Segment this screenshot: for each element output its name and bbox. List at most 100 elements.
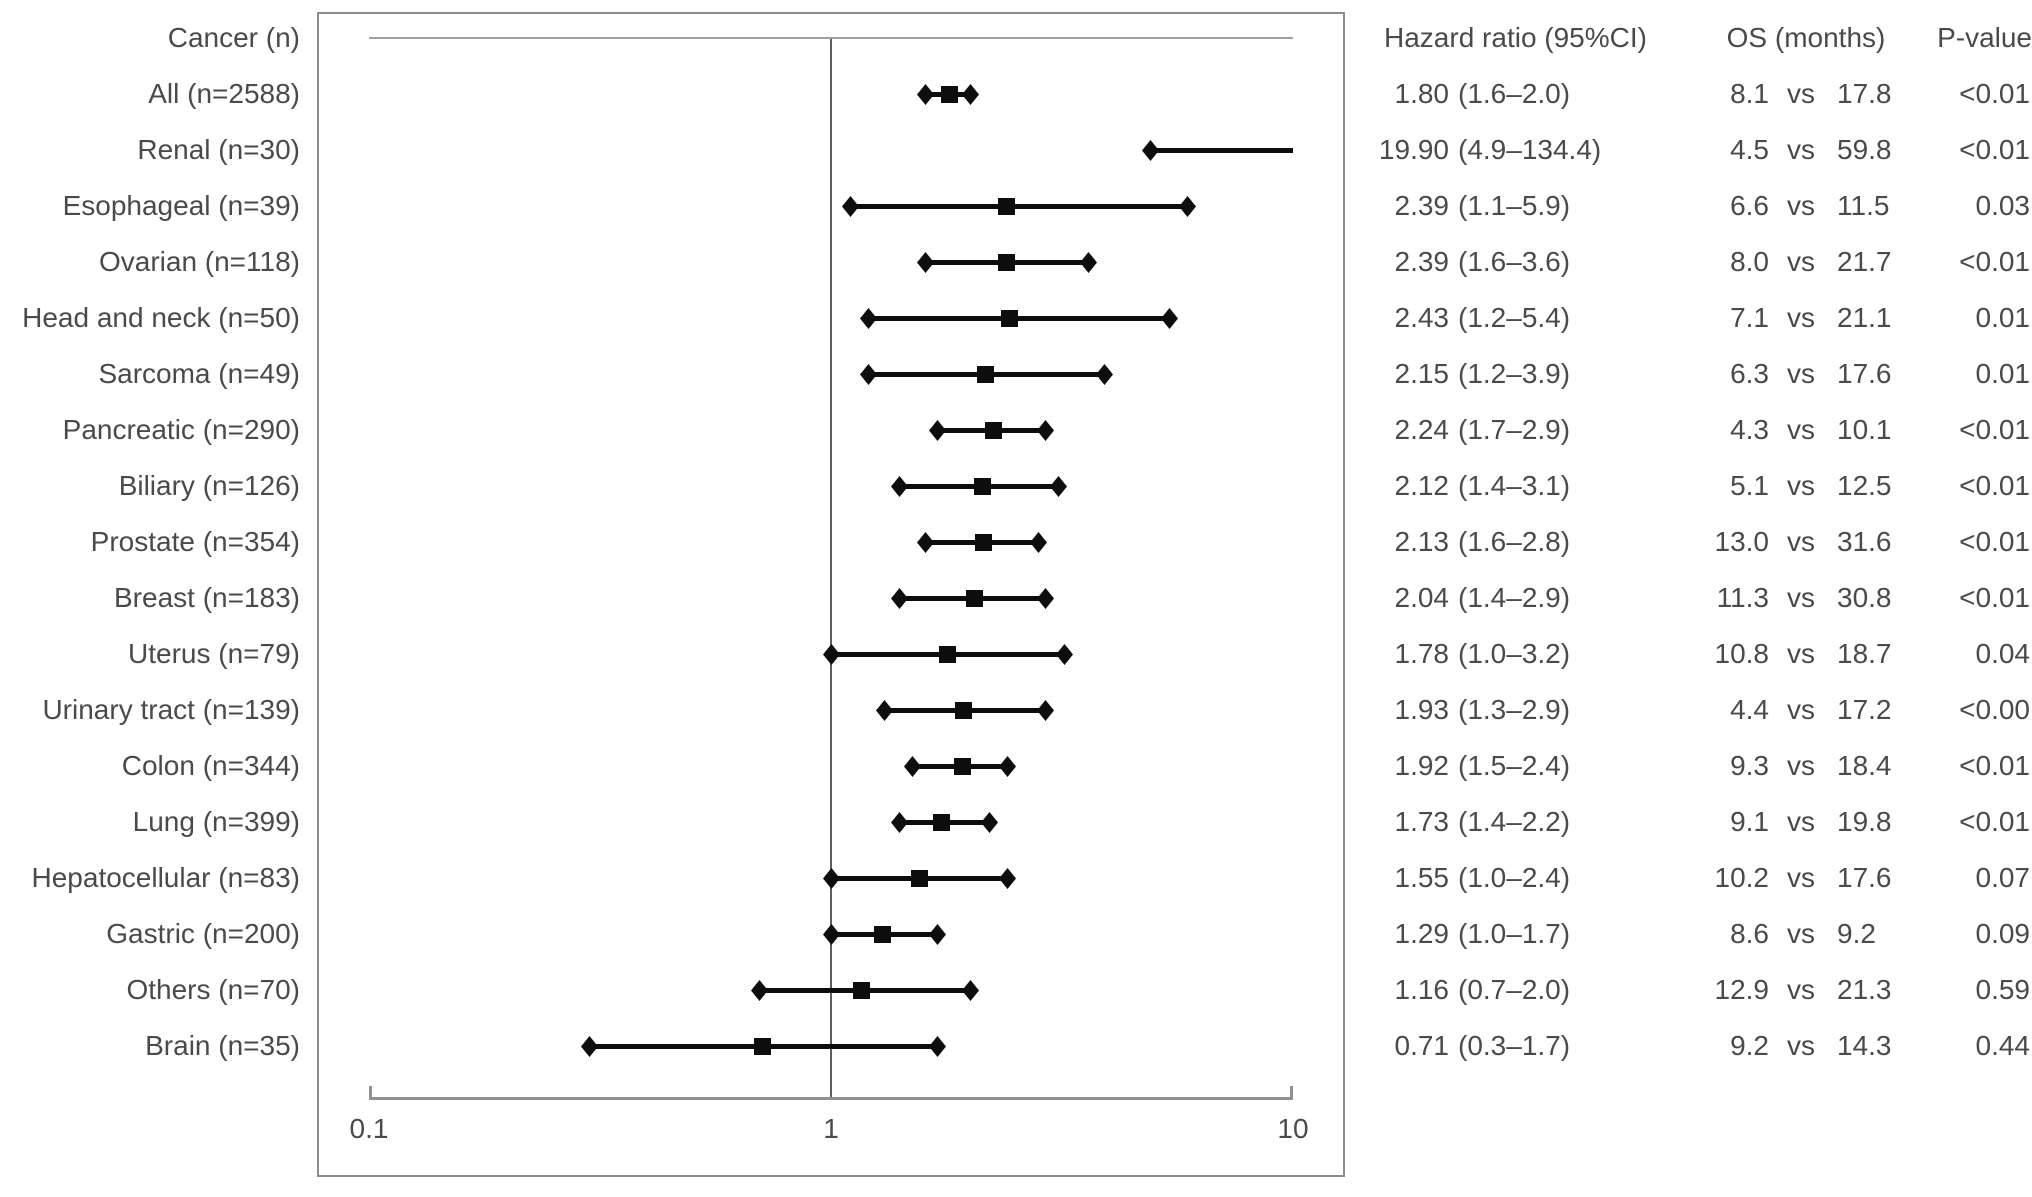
- ci-cap-lower: [581, 1036, 598, 1057]
- hr-value: 2.39: [1394, 246, 1450, 277]
- ci-cap-lower: [860, 308, 877, 329]
- hr-ci: (1.6–3.6): [1458, 246, 1571, 277]
- os-after-value: 19.8: [1837, 806, 1892, 837]
- hr-value: 1.16: [1394, 974, 1450, 1005]
- hr-value: 2.24: [1394, 414, 1450, 445]
- os-vs-separator: vs: [1787, 1030, 1815, 1061]
- hr-ci: (1.0–3.2): [1458, 638, 1571, 669]
- p-value: <0.01: [1959, 134, 2030, 165]
- os-after-value: 21.3: [1837, 974, 1892, 1005]
- ci-cap-lower: [891, 812, 908, 833]
- row-label: Uterus (n=79): [128, 638, 300, 669]
- p-value: <0.01: [1959, 246, 2030, 277]
- os-vs-separator: vs: [1787, 246, 1815, 277]
- hr-ci: (1.6–2.0): [1458, 78, 1571, 109]
- os-before-value: 8.0: [1730, 246, 1769, 277]
- x-axis-tick-label: 10: [1277, 1113, 1309, 1144]
- hr-value: 2.12: [1394, 470, 1450, 501]
- p-value: 0.03: [1975, 190, 2031, 221]
- os-before-value: 12.9: [1714, 974, 1770, 1005]
- plot-top-rule: [369, 37, 1293, 39]
- os-vs-separator: vs: [1787, 806, 1815, 837]
- os-after-value: 12.5: [1837, 470, 1892, 501]
- column-header-os: OS (months): [1726, 22, 1886, 53]
- os-after-value: 17.6: [1837, 862, 1892, 893]
- hr-value: 1.93: [1394, 694, 1450, 725]
- ci-cap-upper: [962, 84, 979, 105]
- os-after-value: 11.5: [1837, 190, 1890, 221]
- os-before-value: 9.3: [1730, 750, 1769, 781]
- hr-value: 19.90: [1378, 134, 1449, 165]
- column-header-hazard-ratio: Hazard ratio (95%CI): [1384, 22, 1647, 53]
- hr-ci: (1.4–2.9): [1458, 582, 1571, 613]
- ci-cap-upper: [999, 756, 1016, 777]
- hr-point-marker: [975, 534, 992, 551]
- ci-cap-upper: [1030, 532, 1047, 553]
- row-header-label: Cancer (n): [167, 22, 300, 53]
- hr-ci: (1.1–5.9): [1458, 190, 1571, 221]
- hr-value: 2.43: [1394, 302, 1450, 333]
- p-value: <0.01: [1959, 750, 2030, 781]
- ci-cap-upper: [1037, 420, 1054, 441]
- row-label: Renal (n=30): [137, 134, 300, 165]
- hr-value: 1.92: [1394, 750, 1450, 781]
- ci-cap-upper: [962, 980, 979, 1001]
- hr-point-marker: [998, 198, 1015, 215]
- ci-cap-lower: [1142, 140, 1159, 161]
- ci-cap-lower: [751, 980, 768, 1001]
- os-before-value: 7.1: [1730, 302, 1769, 333]
- row-label: All (n=2588): [148, 78, 300, 109]
- p-value: 0.01: [1975, 302, 2031, 333]
- hr-value: 1.80: [1394, 78, 1450, 109]
- p-value: 0.01: [1975, 358, 2031, 389]
- os-before-value: 8.1: [1730, 78, 1769, 109]
- ci-cap-lower: [891, 476, 908, 497]
- row-label: Others (n=70): [126, 974, 300, 1005]
- p-value: 0.59: [1975, 974, 2031, 1005]
- os-vs-separator: vs: [1787, 694, 1815, 725]
- os-before-value: 9.2: [1730, 1030, 1769, 1061]
- row-label: Sarcoma (n=49): [98, 358, 300, 389]
- x-axis-end-tick-left: [369, 1086, 372, 1099]
- os-after-value: 14.3: [1837, 1030, 1892, 1061]
- row-label: Colon (n=344): [121, 750, 300, 781]
- os-before-value: 4.5: [1730, 134, 1769, 165]
- os-vs-separator: vs: [1787, 918, 1815, 949]
- hr-point-marker: [966, 590, 983, 607]
- ci-cap-upper: [1056, 644, 1073, 665]
- hr-value: 1.73: [1394, 806, 1450, 837]
- hr-point-marker: [974, 478, 991, 495]
- ci-cap-upper: [1161, 308, 1178, 329]
- ci-cap-lower: [917, 84, 934, 105]
- os-vs-separator: vs: [1787, 526, 1815, 557]
- ci-cap-lower: [917, 252, 934, 273]
- os-after-value: 21.7: [1837, 246, 1892, 277]
- os-vs-separator: vs: [1787, 582, 1815, 613]
- row-label: Urinary tract (n=139): [42, 694, 300, 725]
- os-after-value: 9.2: [1837, 918, 1876, 949]
- os-before-value: 13.0: [1714, 526, 1770, 557]
- ci-cap-upper: [1080, 252, 1097, 273]
- hr-value: 2.04: [1394, 582, 1450, 613]
- ci-cap-lower: [891, 588, 908, 609]
- os-after-value: 31.6: [1837, 526, 1892, 557]
- ci-cap-lower: [876, 700, 893, 721]
- column-header-p-value: P-value: [1937, 22, 2032, 53]
- os-vs-separator: vs: [1787, 190, 1815, 221]
- hr-point-marker: [933, 814, 950, 831]
- row-label: Lung (n=399): [132, 806, 300, 837]
- os-before-value: 11.3: [1716, 582, 1769, 613]
- ci-cap-lower: [904, 756, 921, 777]
- row-label: Breast (n=183): [114, 582, 300, 613]
- os-before-value: 5.1: [1730, 470, 1769, 501]
- ci-cap-upper: [1050, 476, 1067, 497]
- os-vs-separator: vs: [1787, 414, 1815, 445]
- p-value: 0.44: [1975, 1030, 2031, 1061]
- hr-ci: (1.5–2.4): [1458, 750, 1571, 781]
- row-label: Brain (n=35): [145, 1030, 300, 1061]
- os-vs-separator: vs: [1787, 358, 1815, 389]
- ci-cap-lower: [823, 924, 840, 945]
- hr-ci: (1.2–3.9): [1458, 358, 1571, 389]
- p-value: <0.01: [1959, 806, 2030, 837]
